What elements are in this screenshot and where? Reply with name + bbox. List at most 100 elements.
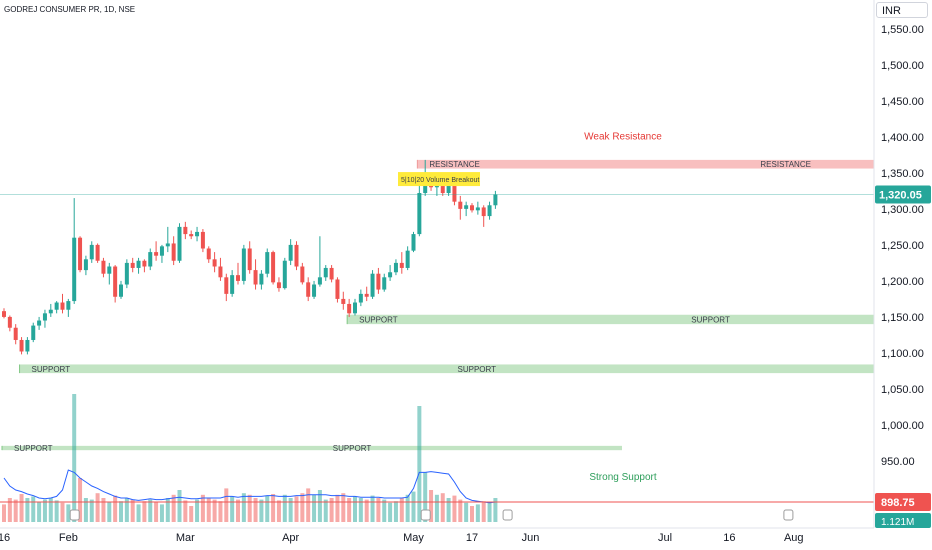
price-tick-label: 1,200.00 [881,276,924,288]
candle-body [446,181,451,194]
price-axis-panel [874,0,932,550]
candle-body [37,320,42,326]
time-tick-label: Aug [784,532,804,544]
earnings-marker-icon [783,509,794,521]
resistance-zone-label: RESISTANCE [429,160,480,169]
volume-bar [66,504,71,522]
candle-body [241,248,246,281]
volume-bar [411,491,416,522]
volume-bar [48,498,53,522]
candle-body [189,234,194,237]
volume-bar [236,499,240,522]
candle-body [236,275,240,281]
volume-bar [329,498,334,522]
candle-body [130,262,135,268]
volume-bar [276,500,281,522]
candle-body [370,273,375,297]
last-price-label: 1,320.05 [879,189,922,201]
earnings-marker-icon [420,509,431,521]
volume-bar [72,394,77,522]
candle-body [136,260,141,268]
candle-body [276,282,281,289]
volume-bar [95,493,100,522]
volume-bar [119,501,123,522]
support-zone [19,364,875,374]
volume-bar [241,493,246,522]
candle-body [294,244,299,267]
volume-bar [13,499,18,522]
volume-bar [148,499,153,522]
candle-body [2,311,6,317]
volume-bar [300,493,305,522]
candle-body [7,316,12,328]
volume-bar [154,502,159,522]
volume-bar [54,500,59,522]
volume-bar [358,498,363,522]
candle-body [393,262,398,273]
volume-bar [423,472,428,522]
strong-support-label: Strong Support [589,472,656,483]
volume-bar [136,504,141,522]
candle-body [312,284,317,297]
candle-body [440,180,445,194]
candle-body [31,325,36,340]
volume-bar [200,494,205,522]
candle-body [470,205,474,211]
candle-body [83,259,88,271]
volume-bar [2,504,6,522]
time-axis[interactable]: 16 Feb Mar Apr May 17 Jun Jul 16 Aug [0,527,874,544]
price-tick-label: 1,250.00 [881,240,924,252]
volume-bar [265,495,270,522]
volume-bar [212,499,217,522]
volume-last-label: 1.121M [881,517,914,528]
price-axis[interactable]: 950.00 1,000.00 1,050.00 1,100.00 1,150.00 1,… [873,0,932,550]
candle-body [66,301,71,310]
volume-bar [493,498,498,522]
candle-body [230,275,235,294]
volume-bar [177,490,182,522]
candle-body [353,302,357,314]
price-tick-label: 1,350.00 [881,168,924,180]
volume-bar [253,498,258,522]
volume-bar [294,496,299,522]
volume-bar [101,498,106,522]
volume-bar [42,499,47,522]
time-tick-label: Jul [658,532,672,544]
volume-bar [218,501,223,522]
candle-body [282,260,287,289]
candlesticks [2,159,498,355]
candle-body [405,250,410,268]
candle-body [399,262,404,268]
volume-bar [458,499,463,522]
candle-body [458,201,463,209]
candle-body [101,260,106,274]
time-tick-label: Jun [522,532,540,544]
volume-bar [364,499,369,522]
candle-body [13,327,18,340]
candle-body [335,279,340,299]
candle-body [113,266,118,297]
candle-body [475,207,480,211]
volume-bar [464,502,469,522]
volume-bar [452,495,457,522]
candle-body [72,237,77,302]
candle-body [89,244,94,260]
price-tick-label: 1,450.00 [881,96,924,108]
volume-bar [282,494,287,522]
alert-price-badge [875,493,931,511]
candle-body [265,252,270,274]
weak-resistance-label: Weak Resistance [584,131,662,142]
volume-bar [399,498,404,522]
candle-body [364,293,369,297]
volume-bar [142,501,147,522]
volume-bar [306,488,311,522]
volume-bar [259,499,264,522]
volume-bar [376,498,381,522]
candle-body [259,273,264,285]
volume-breakout-label: 5|10|20 Volume Breakout [401,177,479,184]
currency-selector[interactable]: INR [876,2,928,18]
volume-bar [417,406,422,522]
candle-body [48,309,53,314]
chart-annotations: Weak Resistance Strong Support 5|10|20 Vol… [0,131,874,521]
